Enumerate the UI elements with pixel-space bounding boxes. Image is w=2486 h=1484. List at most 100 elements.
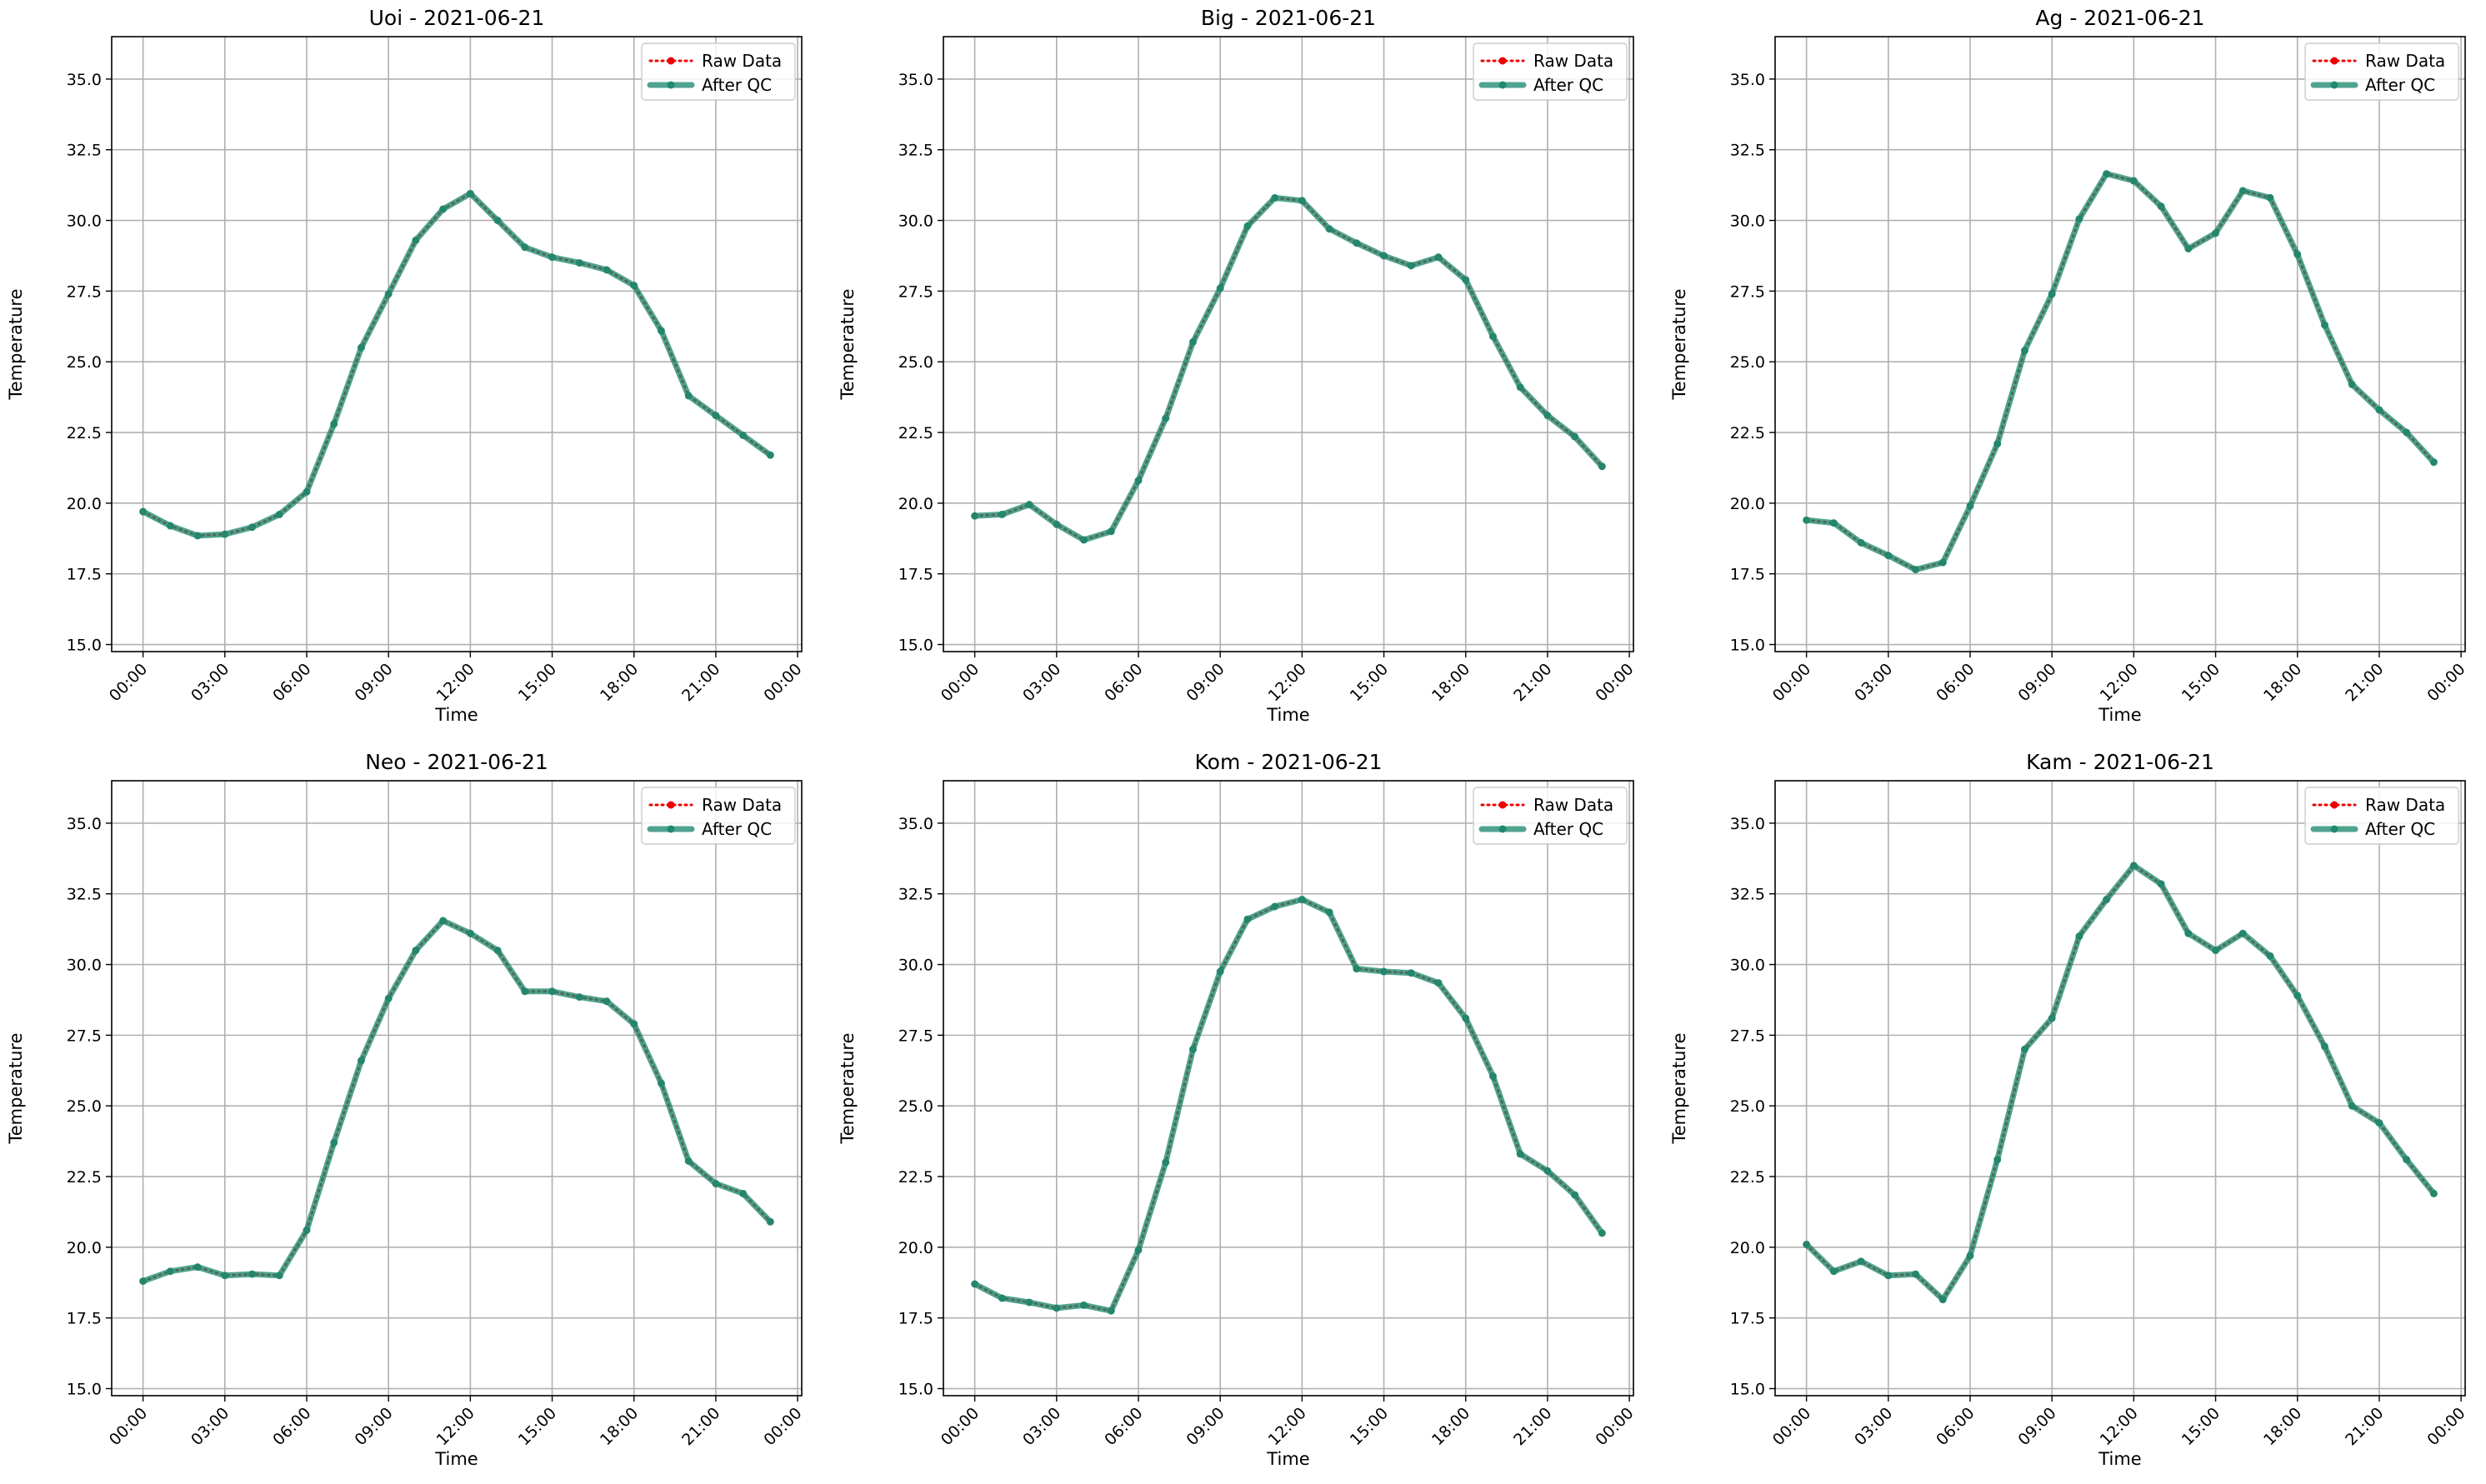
x-tick-label: 09:00: [2014, 1404, 2059, 1449]
x-tick-label: 18:00: [2260, 660, 2305, 705]
after-qc-point: [684, 1157, 693, 1165]
legend-qc-marker: [667, 81, 675, 89]
y-tick-label: 17.5: [898, 566, 933, 584]
after-qc-point: [1080, 536, 1088, 544]
after-qc-point: [1571, 1191, 1579, 1199]
after-qc-point: [2212, 947, 2220, 955]
after-qc-line: [1803, 171, 2437, 573]
after-qc-point: [2293, 250, 2302, 258]
after-qc-point: [1025, 501, 1033, 509]
after-qc-point: [1107, 527, 1115, 536]
x-tick-label: 03:00: [1851, 660, 1896, 705]
after-qc-point: [2266, 193, 2274, 202]
after-qc-point: [330, 1138, 338, 1147]
y-tick-label: 20.0: [67, 495, 102, 513]
after-qc-point: [221, 1272, 229, 1280]
x-tick-label: 12:00: [433, 660, 478, 705]
x-tick-label: 00:00: [938, 1404, 983, 1449]
y-tick-label: 17.5: [67, 566, 102, 584]
legend-raw-label: Raw Data: [2365, 51, 2445, 71]
x-tick-label: 00:00: [1769, 660, 1814, 705]
y-tick-label: 30.0: [1730, 212, 1765, 231]
after-qc-point: [2238, 929, 2247, 937]
after-qc-point: [2375, 1119, 2383, 1127]
after-qc-line: [972, 897, 1605, 1314]
y-tick-label: 27.5: [67, 1027, 102, 1045]
x-tick-label: 18:00: [597, 660, 642, 705]
after-qc-point: [1162, 414, 1170, 422]
after-qc-point: [2020, 1045, 2028, 1053]
after-qc-point: [2184, 929, 2193, 937]
after-qc-point: [166, 1267, 174, 1276]
x-tick-label: 03:00: [188, 1404, 233, 1449]
after-qc-point: [1857, 1257, 1865, 1266]
after-qc-point: [357, 343, 365, 352]
after-qc-point: [998, 1294, 1006, 1302]
after-qc-point: [303, 487, 311, 496]
after-qc-point: [1598, 462, 1606, 471]
after-qc-point: [971, 512, 979, 520]
after-qc-point: [1407, 969, 1415, 977]
x-tick-label: 09:00: [351, 660, 396, 705]
after-qc-point: [2184, 244, 2193, 252]
after-qc-point: [739, 1189, 748, 1197]
x-tick-label: 15:00: [515, 660, 560, 705]
plot-frame: [111, 36, 803, 652]
x-tick-label: 03:00: [1851, 1404, 1896, 1449]
after-qc-point: [2075, 215, 2083, 223]
y-tick-label: 22.5: [1730, 1168, 1765, 1187]
after-qc-point: [1488, 332, 1497, 341]
after-qc-point: [1134, 477, 1143, 485]
after-qc-point: [521, 987, 529, 996]
y-axis-label: Temperature: [6, 1032, 26, 1144]
after-qc-point: [548, 987, 557, 996]
y-tick-label: 27.5: [898, 1027, 933, 1045]
subplot-title: Kom - 2021-06-21: [1195, 750, 1383, 774]
after-qc-point: [2103, 170, 2111, 178]
after-qc-point: [1884, 552, 1893, 560]
x-tick-label: 06:00: [1933, 1404, 1978, 1449]
after-qc-point: [1298, 896, 1306, 904]
after-qc-point: [603, 266, 611, 274]
subplot-title: Uoi - 2021-06-21: [369, 6, 545, 30]
after-qc-point: [1938, 558, 1947, 567]
y-tick-label: 35.0: [898, 71, 933, 89]
after-qc-point: [1353, 965, 1361, 973]
x-tick-label: 09:00: [351, 1404, 396, 1449]
subplot-title: Neo - 2021-06-21: [365, 750, 548, 774]
legend-qc-marker: [2330, 81, 2338, 89]
legend-raw-marker: [667, 57, 675, 65]
after-qc-point: [548, 253, 557, 262]
after-qc-point: [412, 947, 420, 955]
y-tick-label: 35.0: [1730, 815, 1765, 833]
after-qc-point: [1271, 193, 1279, 202]
after-qc-point: [2129, 862, 2138, 870]
after-qc-point: [1829, 519, 1838, 527]
x-tick-label: 15:00: [2178, 660, 2223, 705]
after-qc-point: [657, 327, 665, 335]
after-qc-point: [2129, 177, 2138, 185]
subplot-2: 15.0 17.5 20.0 22.5 25.0 27.5 30.0 32.5 35.0 00:0…: [838, 6, 1638, 725]
after-qc-point: [2020, 347, 2028, 355]
after-qc-point: [1993, 440, 2002, 448]
after-qc-point: [1407, 262, 1415, 270]
y-tick-label: 22.5: [67, 1168, 102, 1187]
legend-qc-label: After QC: [2365, 75, 2435, 95]
legend-qc-label: After QC: [702, 75, 772, 95]
after-qc-point: [303, 1227, 311, 1235]
x-tick-label: 03:00: [188, 660, 233, 705]
x-tick-label: 21:00: [678, 1404, 723, 1449]
after-qc-point: [2429, 458, 2438, 467]
legend-raw-marker: [667, 801, 675, 809]
after-qc-point: [1938, 1296, 1947, 1304]
after-qc-point: [193, 532, 202, 540]
legend-qc-marker: [1498, 825, 1507, 833]
x-axis-label: Time: [434, 705, 478, 725]
after-qc-point: [2103, 896, 2111, 904]
x-tick-label: 18:00: [1428, 660, 1473, 705]
y-tick-label: 15.0: [67, 1381, 102, 1399]
after-qc-point: [2266, 952, 2274, 960]
x-tick-label: 15:00: [2178, 1404, 2223, 1449]
after-qc-point: [1516, 383, 1524, 392]
